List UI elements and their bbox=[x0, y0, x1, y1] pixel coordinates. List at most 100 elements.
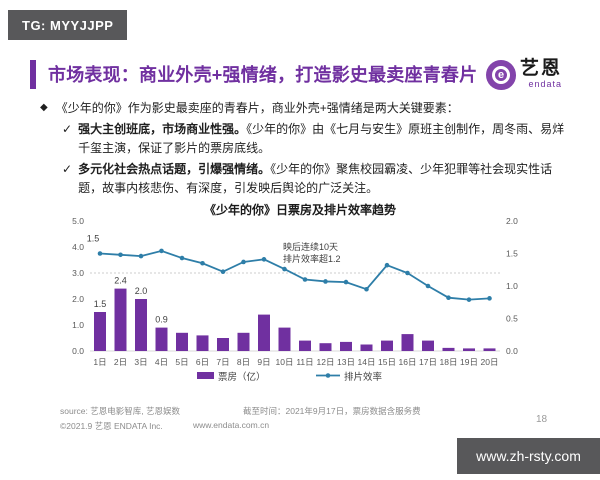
x-axis-label: 15日 bbox=[378, 357, 396, 367]
right-axis-tick: 1.0 bbox=[506, 281, 518, 291]
boxoffice-bar bbox=[463, 348, 475, 351]
check-item-bold: 多元化社会热点话题，引爆强情绪。 bbox=[78, 162, 271, 176]
efficiency-line-marker bbox=[138, 253, 144, 259]
x-axis-label: 9日 bbox=[257, 357, 270, 367]
efficiency-line-marker bbox=[302, 277, 308, 282]
efficiency-line-marker bbox=[118, 252, 123, 258]
x-axis-label: 5日 bbox=[175, 357, 188, 367]
efficiency-line-marker bbox=[179, 255, 185, 261]
right-axis-tick: 1.5 bbox=[506, 249, 518, 259]
endata-logo: e 艺恩 endata bbox=[486, 58, 562, 90]
legend-line-label: 排片效率 bbox=[344, 371, 383, 383]
copyright-text: ©2021.9 艺恩 ENDATA Inc. bbox=[60, 421, 163, 431]
x-axis-label: 19日 bbox=[460, 357, 478, 367]
trend-chart: 0.0 1.0 2.0 3.0 4.0 5.0 0.0 0.5 1.0 1.5 2.0 1.5 2.4 2… bbox=[72, 216, 518, 383]
legend-bar-label: 票房（亿） bbox=[218, 371, 266, 383]
left-axis-tick: 5.0 bbox=[72, 216, 84, 226]
x-axis-label: 8日 bbox=[237, 357, 250, 367]
x-axis-label: 17日 bbox=[419, 357, 437, 367]
efficiency-line bbox=[99, 249, 490, 301]
boxoffice-bar bbox=[401, 334, 414, 351]
checkmark-icon: ✓ bbox=[62, 122, 73, 136]
check-item-rest: 《少年的你》聚焦校园霸凌、少年犯罪等社会现实性话题，故事内核悲伤、有深度，引发映… bbox=[78, 162, 553, 195]
x-axis-label: 2日 bbox=[114, 357, 127, 367]
left-axis-tick: 2.0 bbox=[72, 294, 84, 304]
left-axis-tick: 0.0 bbox=[72, 346, 84, 356]
x-axis-label: 3日 bbox=[134, 357, 147, 367]
boxoffice-bar bbox=[217, 338, 229, 351]
checkmark-icon: ✓ bbox=[62, 162, 73, 176]
efficiency-line-marker bbox=[446, 295, 451, 300]
chart-annotation: 排片效率超1.2 bbox=[283, 253, 341, 264]
efficiency-line-marker bbox=[282, 266, 287, 272]
bar-data-label: 2.4 bbox=[114, 276, 127, 286]
check-item: ✓ 强大主创班底，市场商业性强。《少年的你》由《七月与安生》原班主创制作，周冬雨… bbox=[62, 120, 574, 158]
boxoffice-bar bbox=[278, 327, 291, 351]
boxoffice-bar bbox=[258, 314, 270, 351]
line-data-label: 1.5 bbox=[87, 234, 100, 244]
x-axis-label: 7日 bbox=[216, 357, 229, 367]
chart-annotation: 映后连续10天 bbox=[283, 241, 338, 252]
boxoffice-bar bbox=[381, 340, 393, 351]
boxoffice-bar bbox=[483, 348, 496, 351]
source-text: source: 艺恩电影智库, 艺恩娱数 bbox=[60, 406, 180, 416]
diamond-bullet-icon: ◆ bbox=[40, 102, 48, 113]
x-axis-label: 14日 bbox=[358, 357, 376, 367]
x-axis-label: 13日 bbox=[337, 357, 355, 367]
efficiency-line-marker bbox=[323, 279, 328, 284]
boxoffice-bar bbox=[155, 327, 168, 351]
page-title: 市场表现：商业外壳+强情绪，打造影史最卖座青春片 bbox=[48, 65, 478, 85]
boxoffice-bar bbox=[442, 347, 455, 351]
boxoffice-bar bbox=[422, 340, 434, 351]
x-axis-label: 6日 bbox=[196, 357, 209, 367]
x-axis-label: 1日 bbox=[93, 357, 106, 367]
x-axis-label: 16日 bbox=[399, 357, 417, 367]
key-points: ◆ 《少年的你》作为影史最卖座的青春片，商业外壳+强情绪是两大关键要素： ✓ 强… bbox=[40, 99, 574, 200]
efficiency-line-marker bbox=[466, 297, 472, 302]
efficiency-line-marker bbox=[384, 262, 390, 268]
endata-logo-letter: e bbox=[492, 66, 510, 84]
efficiency-line-marker bbox=[405, 270, 410, 276]
check-item-rest: 《少年的你》由《七月与安生》原班主创制作，周冬雨、易烊千玺主演，保证了影片的票房… bbox=[78, 122, 565, 155]
right-axis-tick: 0.0 bbox=[506, 346, 518, 356]
efficiency-line-marker bbox=[220, 269, 226, 274]
efficiency-line-marker bbox=[200, 260, 205, 266]
x-axis-label: 18日 bbox=[440, 357, 458, 367]
left-axis-tick: 1.0 bbox=[72, 320, 84, 330]
check-item-text: 强大主创班底，市场商业性强。《少年的你》由《七月与安生》原班主创制作，周冬雨、易… bbox=[78, 120, 574, 158]
efficiency-line-marker bbox=[343, 279, 349, 285]
boxoffice-bar bbox=[299, 340, 311, 351]
check-item: ✓ 多元化社会热点话题，引爆强情绪。《少年的你》聚焦校园霸凌、少年犯罪等社会现实… bbox=[62, 160, 574, 198]
endata-logo-subname: endata bbox=[528, 79, 563, 89]
boxoffice-bar bbox=[176, 332, 188, 351]
title-accent-bar bbox=[30, 60, 36, 89]
left-axis-tick: 4.0 bbox=[72, 242, 84, 252]
right-axis-tick: 2.0 bbox=[506, 216, 518, 226]
lead-bullet-text: 《少年的你》作为影史最卖座的青春片，商业外壳+强情绪是两大关键要素： bbox=[55, 101, 459, 115]
boxoffice-bar bbox=[135, 299, 147, 351]
efficiency-line-marker bbox=[241, 259, 246, 265]
x-axis-label: 4日 bbox=[155, 357, 168, 367]
boxoffice-bar bbox=[319, 343, 332, 351]
top-left-watermark-badge: TG: MYYJJPP bbox=[8, 10, 128, 40]
bottom-right-watermark-badge: www.zh-rsty.com bbox=[457, 438, 600, 474]
bar-data-label: 2.0 bbox=[135, 286, 148, 296]
endata-logo-icon: e bbox=[486, 60, 516, 90]
x-axis-label: 12日 bbox=[317, 357, 335, 367]
boxoffice-bar bbox=[94, 312, 106, 351]
left-axis-tick: 3.0 bbox=[72, 268, 84, 278]
website-text: www.endata.com.cn bbox=[193, 420, 270, 430]
page-number: 18 bbox=[536, 414, 548, 425]
endata-logo-text: 艺恩 endata bbox=[520, 58, 562, 89]
right-axis-tick: 0.5 bbox=[506, 314, 518, 324]
data-cutoff-text: 截至时间：2021年9月17日，票房数据含服务费 bbox=[243, 406, 421, 416]
efficiency-line-marker bbox=[425, 283, 431, 289]
bar-data-label: 1.5 bbox=[94, 299, 107, 309]
x-axis-label: 11日 bbox=[296, 357, 313, 367]
lead-bullet: ◆ 《少年的你》作为影史最卖座的青春片，商业外壳+强情绪是两大关键要素： bbox=[40, 99, 574, 117]
chart-title: 《少年的你》日票房及排片效率趋势 bbox=[203, 203, 396, 217]
efficiency-line-marker bbox=[487, 296, 492, 301]
efficiency-line-marker bbox=[261, 257, 267, 262]
legend-bar-swatch bbox=[197, 372, 214, 379]
boxoffice-bar bbox=[340, 341, 352, 351]
